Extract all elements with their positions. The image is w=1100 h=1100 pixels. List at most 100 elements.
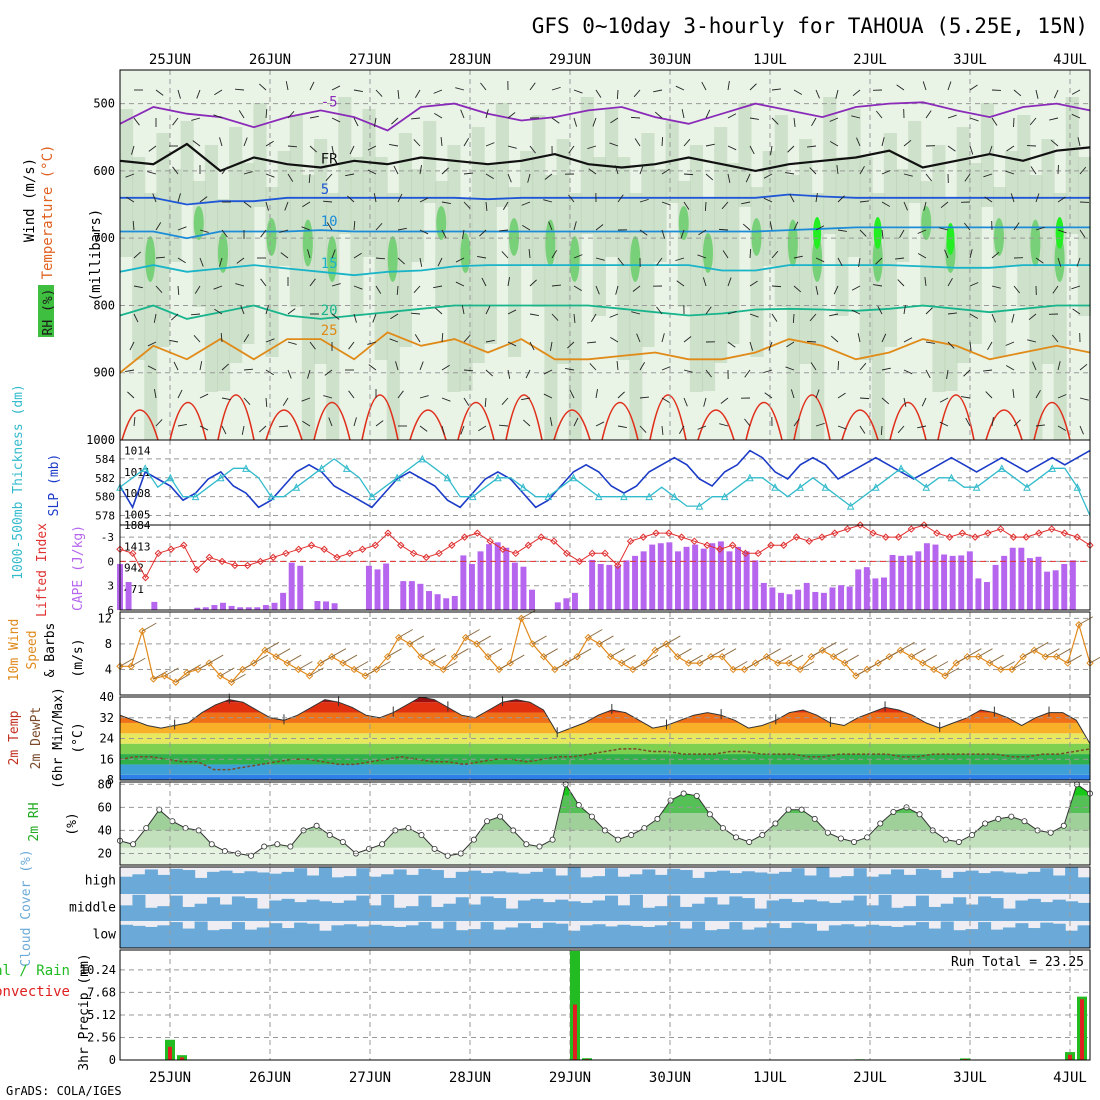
wind-barb (155, 89, 164, 96)
pressure-tick-label: 600 (93, 164, 115, 178)
slp-line (119, 449, 1091, 510)
wind-barb (325, 173, 333, 181)
wind-barb (815, 389, 820, 399)
wind-barb (614, 165, 619, 175)
wind-barb (705, 306, 712, 315)
wind-barb (419, 395, 429, 399)
cape-bar (881, 577, 887, 610)
cloud-cell (828, 877, 842, 894)
rh2m-point (969, 832, 976, 839)
cloud-cell (169, 895, 183, 921)
li-point (933, 529, 941, 537)
wind-barb (521, 201, 531, 206)
cape-bar (511, 562, 518, 610)
wind-barb (1057, 229, 1067, 234)
wind-barb (727, 173, 731, 183)
li-point (371, 541, 379, 549)
wind-barb (1012, 389, 1015, 399)
rh-field-cell (132, 157, 146, 360)
wind-barb (771, 117, 779, 125)
wind-barb (565, 367, 575, 371)
wind-barb (177, 389, 183, 399)
rh-field-cell (1005, 151, 1019, 266)
wind-barb (527, 173, 531, 183)
cloud-cell (692, 921, 706, 948)
cape-bar (1069, 560, 1076, 610)
rh2m-point (431, 845, 438, 852)
thickness-point (670, 492, 679, 501)
rh-field-cell (762, 151, 776, 266)
cloud-cell (294, 922, 308, 948)
cloud-cell (1002, 927, 1016, 948)
wind-barb (147, 365, 157, 371)
wind-barb (793, 117, 796, 127)
cape-tick-label: 1413 (124, 540, 151, 553)
cape-bar (202, 607, 209, 610)
li-point (167, 545, 175, 553)
wind-barb (925, 369, 931, 379)
rh2m-point (837, 835, 844, 842)
wind-barb (590, 313, 597, 322)
cloud-cell (1077, 925, 1091, 948)
rh-field-cell (1017, 115, 1031, 307)
li-point (792, 533, 801, 541)
wind-barb (873, 284, 883, 287)
wind-barb (1013, 89, 1022, 97)
cape-bar (863, 567, 870, 610)
isotherm-30 (409, 409, 447, 441)
date-label-bottom: 27JUN (349, 1070, 391, 1086)
wind-barb (903, 369, 913, 375)
isotherm-30 (697, 409, 735, 441)
cape-bar (331, 603, 338, 610)
wind-barb (1005, 341, 1015, 346)
wind-barb (485, 109, 489, 119)
wind-barb (961, 396, 971, 399)
wind-barb (440, 137, 443, 147)
wind-barb (1035, 257, 1044, 264)
rh-field-cell (703, 233, 713, 273)
wind-barb (441, 397, 451, 402)
rh2m-point (366, 845, 373, 852)
wind-barb (815, 422, 825, 427)
li-point (907, 525, 916, 533)
wind-barb (213, 114, 223, 119)
li-point (626, 537, 635, 545)
wind-barb (592, 117, 597, 127)
thickness-point (645, 492, 653, 501)
wind-barb (745, 173, 751, 183)
cloud-cell (891, 926, 905, 948)
wind-barb (661, 425, 664, 435)
cloud-cell (406, 906, 420, 921)
wind-barb (661, 366, 671, 371)
wind-barb-10m (298, 661, 313, 670)
wind-barb (881, 333, 887, 343)
cape-bar (666, 542, 673, 610)
cape-bar (262, 605, 269, 610)
wind-barb (944, 249, 949, 259)
thickness-point (494, 473, 502, 482)
cloud-cell (978, 873, 992, 894)
wind-barb (349, 145, 355, 155)
cloud-cell (791, 868, 805, 894)
wind-barb (616, 361, 619, 371)
wind-barb (616, 89, 619, 100)
wind-barb (793, 418, 800, 427)
cloud-cell (393, 926, 407, 948)
wind-barb (125, 369, 135, 373)
wind-barb (368, 364, 377, 371)
wind-barb (764, 392, 773, 399)
cape-bar (649, 544, 656, 610)
cape-bar (529, 589, 536, 610)
wind-barb (284, 201, 289, 211)
cloud-cell (144, 926, 158, 948)
cloud-cell (816, 901, 830, 921)
wind-barb-10m (331, 648, 347, 658)
wind-barb (947, 145, 956, 152)
cloud-row-label: high (85, 874, 116, 889)
rh-field-cell (630, 236, 641, 282)
date-label-top: 30JUN (649, 52, 691, 68)
wind-barb (744, 369, 751, 378)
cape-bar (992, 564, 999, 610)
cape-bar (323, 601, 329, 610)
wind-barb (1079, 397, 1089, 401)
